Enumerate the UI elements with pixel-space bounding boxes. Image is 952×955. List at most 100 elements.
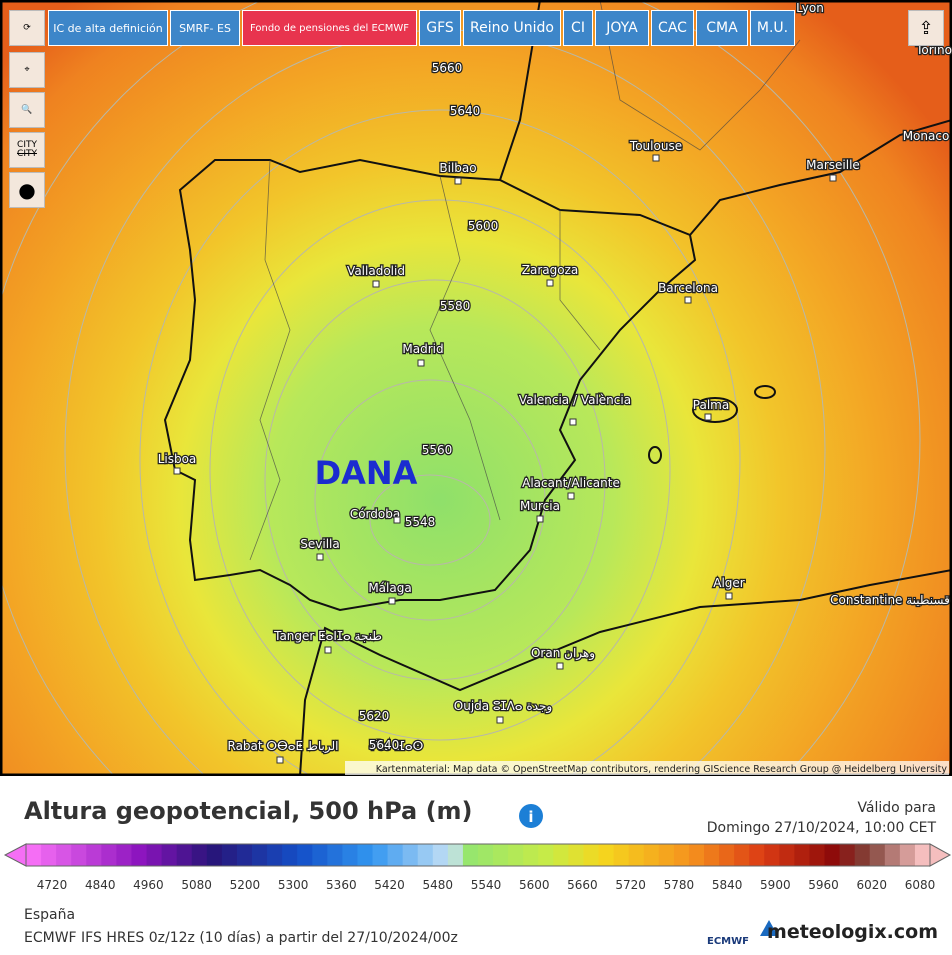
city-label: Oujda ⵓⵊⴷⴰ وجدة [454,699,552,714]
scale-label: 5960 [808,878,839,892]
scale-swatch [719,844,735,866]
scale-swatch [41,844,57,866]
attribution: Kartenmaterial: Map data © OpenStreetMap… [376,764,948,775]
scale-label: 5360 [326,878,357,892]
tab[interactable]: CI [563,10,593,46]
tab[interactable]: IC de alta definición [48,10,168,46]
scale-label: 5600 [519,878,550,892]
info-icon[interactable] [519,804,543,828]
scale-label: 5540 [471,878,502,892]
scale-label: 6080 [905,878,936,892]
city-marker [546,279,554,287]
scale-swatch [643,844,660,866]
contour-label: 5640 [369,738,400,752]
scale-label: 5900 [760,878,791,892]
scale-label: 4960 [133,878,164,892]
scale-swatch [704,844,720,866]
city-label: Rabat ⵔⴱⴰⵟ الرباط [228,739,339,754]
scale-swatch [493,844,509,866]
scale-swatch [523,844,539,866]
city-label: Alacant/Alicante [522,476,620,490]
scale-label: 5720 [615,878,646,892]
tab[interactable]: CAC [651,10,694,46]
zoom-button[interactable]: 🔍 [9,92,45,128]
contour-label: 5560 [422,443,453,457]
city-label: Tanger ⵟⴰⵏⵊⴰ طنجة [273,629,382,643]
city-label: Madrid [402,342,443,356]
city-marker [652,154,660,162]
tab[interactable]: JOYA [595,10,649,46]
tab[interactable]: CMA [696,10,748,46]
scale-swatch [267,844,283,866]
legend: Altura geopotencial, 500 hPa (m) i Válid… [3,797,952,947]
city-label: Lisboa [158,452,197,466]
reload-button[interactable]: ⟳ [9,10,45,46]
city-marker [704,413,712,421]
scale-swatch [613,844,630,866]
scale-swatch [914,844,931,866]
scale-swatch [764,844,780,866]
contour-label: 5548 [405,515,436,529]
scale-label: 5080 [181,878,212,892]
model: ECMWF IFS HRES 0z/12z (10 días) a partir… [24,930,458,946]
map: LyonTorinoToulouseMonacoMarseilleBilbaoV… [0,0,952,776]
city-marker [556,662,564,670]
tab[interactable]: SMRF- ES [170,10,240,46]
scale-swatch [658,844,675,866]
scale-swatch [899,844,916,866]
scale-swatch [688,844,705,866]
scale-swatch [478,844,494,866]
scale-swatch [779,844,795,866]
scale-swatch [628,844,645,866]
marker-button[interactable]: ● [9,172,45,208]
scale-swatch [206,844,223,866]
valid-label: Válido para [857,800,936,816]
city-label: Valladolid [347,264,405,278]
scale-swatch [342,844,358,866]
city-label: Constantine قسنطينة [830,593,950,607]
scale-swatch [824,844,841,866]
scale-swatch [86,844,102,866]
scale-label: 5200 [230,878,261,892]
tab[interactable]: Fondo de pensiones del ECMWF [242,10,417,46]
city-label: Alger [713,576,745,590]
city-marker [684,296,692,304]
city-marker [725,592,733,600]
scale-swatch [884,844,901,866]
tab[interactable]: Reino Unido [463,10,561,46]
scale-label: 5660 [567,878,598,892]
scale-label: 4720 [37,878,68,892]
city-marker [372,280,380,288]
city-label: Barcelona [658,281,718,295]
city-button[interactable]: CITY CITY [9,132,45,168]
scale-swatch [598,844,615,866]
city-label: CITY [17,140,37,150]
logo-site: meteologix.com [767,921,938,943]
location-button[interactable]: ⌖ [9,52,45,88]
share-button[interactable]: ⇪ [908,10,944,46]
scale-swatch [402,844,419,866]
scale-swatch [673,844,690,866]
scale-swatch [839,844,856,866]
tab[interactable]: M.U. [750,10,795,46]
scale-swatch [794,844,810,866]
scale-swatch [176,844,193,866]
scale-label: 6020 [857,878,888,892]
city-label: CITY [17,149,37,159]
annotation: DANA [315,454,418,492]
scale-swatch [236,844,253,866]
scale-swatch [191,844,208,866]
scale-label: 5420 [374,878,405,892]
tab[interactable]: GFS [419,10,461,46]
scale-swatch [447,844,464,866]
scale-swatch [809,844,826,866]
scale-swatch [56,844,72,866]
scale-swatch [161,844,178,866]
city-label: Sevilla [300,537,339,551]
city-marker [388,597,396,605]
city-marker [496,716,504,724]
city-marker [316,553,324,561]
scale-swatch [312,844,328,866]
city-marker [569,418,577,426]
